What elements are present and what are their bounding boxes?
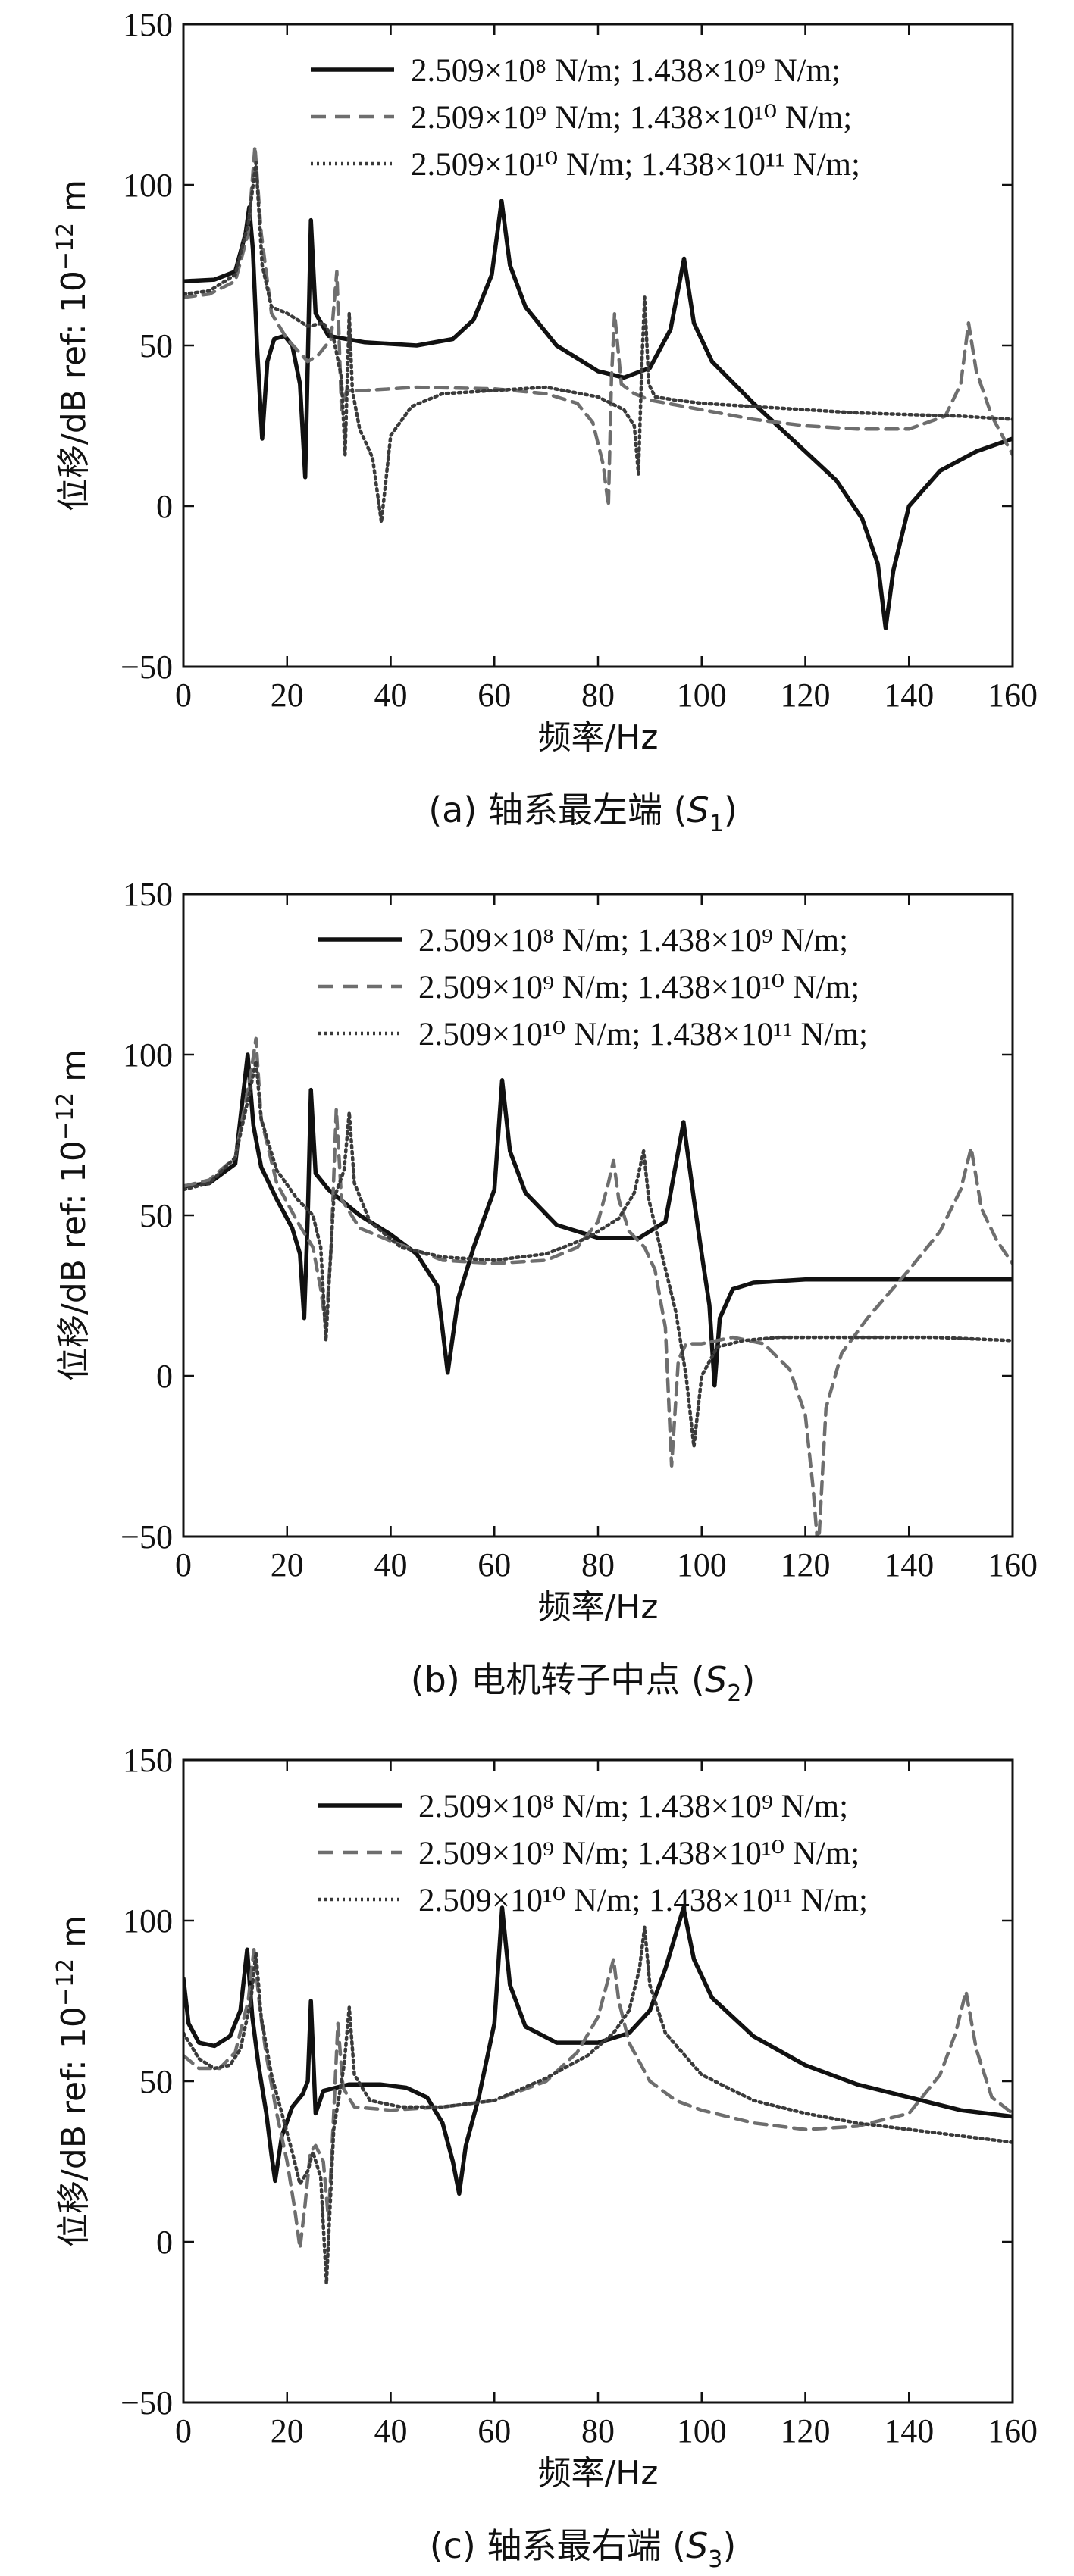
x-axis-title: 频率/Hz [537, 2454, 658, 2493]
y-tick-label: −50 [121, 649, 173, 686]
y-tick-label: −50 [121, 1518, 173, 1555]
x-tick-label: 0 [175, 2412, 192, 2449]
x-tick-label: 0 [175, 1546, 192, 1583]
series-line-dotted [183, 161, 1013, 524]
x-tick-label: 140 [884, 677, 934, 714]
y-tick-label: 50 [139, 1197, 173, 1234]
series-line-dashed [183, 1947, 1013, 2250]
x-tick-label: 140 [884, 1546, 934, 1583]
y-tick-label: 50 [139, 327, 173, 364]
legend-label: 2.509×10⁸ N/m; 1.438×10⁹ N/m; [418, 923, 848, 958]
y-tick-label: 50 [139, 2063, 173, 2100]
x-tick-label: 120 [781, 677, 831, 714]
panel-caption: (c) 轴系最右端 (S3) [430, 2525, 737, 2573]
chart-panel-2: 0 20 40 60 80 100 120 140 160−50050100150频率/Hz位移… [52, 876, 1038, 1707]
y-tick-label: 150 [123, 6, 173, 43]
legend-label: 2.509×10⁸ N/m; 1.438×10⁹ N/m; [411, 53, 841, 89]
x-tick-label: 100 [677, 2412, 727, 2449]
y-tick-label: 0 [156, 488, 173, 525]
x-tick-label: 20 [271, 677, 304, 714]
y-tick-label: 0 [156, 1358, 173, 1395]
series-line-dashed [183, 1036, 1013, 1537]
x-tick-label: 80 [581, 677, 615, 714]
x-tick-label: 120 [781, 1546, 831, 1583]
panel-caption: (a) 轴系最左端 (S1) [428, 789, 737, 837]
chart-panel-1: 0 20 40 60 80 100 120 140 160−50050100150频率/Hz位移… [52, 6, 1038, 837]
y-tick-label: 100 [123, 1036, 173, 1074]
legend-label: 2.509×10⁹ N/m; 1.438×10¹⁰ N/m; [411, 100, 852, 136]
x-tick-label: 40 [374, 1546, 408, 1583]
x-tick-label: 80 [581, 2412, 615, 2449]
x-tick-label: 80 [581, 1546, 615, 1583]
y-tick-label: 0 [156, 2224, 173, 2261]
x-axis-title: 频率/Hz [537, 718, 658, 757]
x-tick-label: 160 [988, 677, 1038, 714]
y-axis-title: 位移/dB ref: 10−12 m [52, 1049, 93, 1381]
series-line-dashed [183, 144, 1013, 508]
x-tick-label: 60 [478, 1546, 511, 1583]
series-line-dotted [183, 1059, 1013, 1449]
x-tick-label: 20 [271, 1546, 304, 1583]
x-tick-label: 120 [781, 2412, 831, 2449]
series-line-solid [183, 1905, 1013, 2196]
series-line-solid [183, 199, 1013, 630]
panel-caption: (b) 电机转子中点 (S2) [411, 1659, 756, 1707]
legend-label: 2.509×10⁸ N/m; 1.438×10⁹ N/m; [418, 1789, 848, 1824]
y-axis-title: 位移/dB ref: 10−12 m [52, 180, 93, 511]
legend-label: 2.509×10¹⁰ N/m; 1.438×10¹¹ N/m; [418, 1883, 868, 1918]
x-tick-label: 60 [478, 2412, 511, 2449]
y-tick-label: −50 [121, 2384, 173, 2421]
x-tick-label: 60 [478, 677, 511, 714]
series-line-dotted [183, 1925, 1013, 2286]
x-tick-label: 40 [374, 677, 408, 714]
x-tick-label: 100 [677, 677, 727, 714]
y-tick-label: 100 [123, 1902, 173, 1940]
series-line-solid [183, 1052, 1013, 1388]
y-axis-title: 位移/dB ref: 10−12 m [52, 1915, 93, 2247]
x-axis-title: 频率/Hz [537, 1588, 658, 1627]
x-tick-label: 160 [988, 2412, 1038, 2449]
y-tick-label: 150 [123, 1742, 173, 1779]
legend-label: 2.509×10⁹ N/m; 1.438×10¹⁰ N/m; [418, 970, 860, 1005]
x-tick-label: 40 [374, 2412, 408, 2449]
y-tick-label: 150 [123, 876, 173, 913]
x-tick-label: 140 [884, 2412, 934, 2449]
y-tick-label: 100 [123, 167, 173, 204]
x-tick-label: 0 [175, 677, 192, 714]
x-tick-label: 160 [988, 1546, 1038, 1583]
chart-panel-3: 0 20 40 60 80 100 120 140 160−50050100150频率/Hz位移… [52, 1742, 1038, 2573]
x-tick-label: 20 [271, 2412, 304, 2449]
legend-label: 2.509×10¹⁰ N/m; 1.438×10¹¹ N/m; [411, 147, 860, 183]
legend-label: 2.509×10¹⁰ N/m; 1.438×10¹¹ N/m; [418, 1017, 868, 1052]
legend-label: 2.509×10⁹ N/m; 1.438×10¹⁰ N/m; [418, 1836, 860, 1871]
x-tick-label: 100 [677, 1546, 727, 1583]
